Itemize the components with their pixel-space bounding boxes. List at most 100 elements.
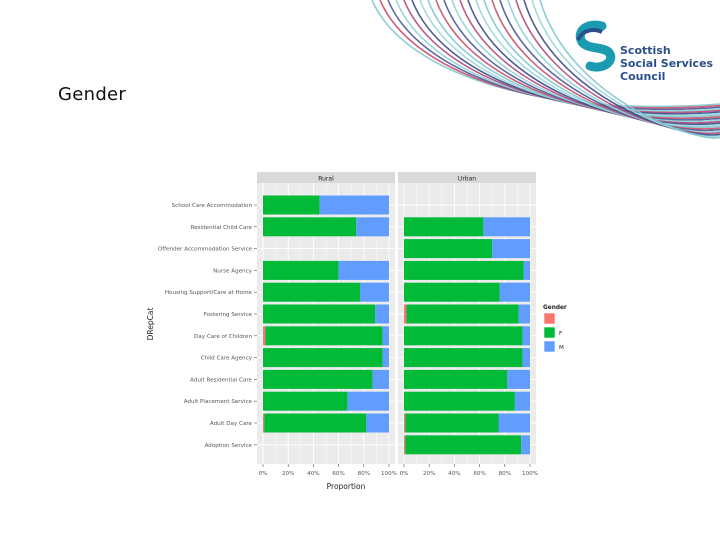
panel-strip-label: Rural bbox=[318, 176, 334, 183]
bar-segment bbox=[382, 348, 389, 368]
x-tick-label: 20% bbox=[423, 471, 435, 477]
swoosh-line bbox=[427, 0, 720, 118]
swoosh-line bbox=[539, 0, 720, 139]
x-tick-label: 40% bbox=[307, 471, 319, 477]
bar-segment bbox=[523, 260, 530, 280]
bar-segment bbox=[360, 282, 389, 302]
bar-segment bbox=[514, 391, 530, 411]
swoosh-line bbox=[371, 0, 720, 108]
swoosh-line bbox=[491, 0, 720, 130]
logo-text-line3: Council bbox=[620, 70, 666, 83]
x-tick-label: 80% bbox=[358, 471, 370, 477]
bar-segment bbox=[404, 369, 508, 389]
y-category-label: Fostering Service bbox=[204, 312, 253, 318]
bar-segment bbox=[405, 435, 522, 455]
bar-segment bbox=[404, 260, 524, 280]
swoosh-line bbox=[443, 0, 720, 121]
bar-segment bbox=[404, 304, 407, 324]
bar-segment bbox=[263, 304, 376, 324]
logo-text-line2: Social Services bbox=[620, 57, 714, 70]
y-axis-title: DRepCat bbox=[146, 308, 155, 341]
bar-segment bbox=[263, 348, 383, 368]
legend-label: F bbox=[559, 331, 562, 337]
bar-segment bbox=[498, 413, 530, 433]
bar-segment bbox=[265, 326, 383, 346]
y-category-label: Adult Residential Care bbox=[190, 377, 252, 383]
swoosh-line bbox=[435, 0, 720, 120]
swoosh-line bbox=[395, 0, 720, 112]
x-tick-label: 80% bbox=[499, 471, 511, 477]
swoosh-line bbox=[483, 0, 720, 129]
bar-segment bbox=[404, 326, 523, 346]
bar-segment bbox=[404, 282, 500, 302]
swoosh-line bbox=[507, 0, 720, 133]
bar-segment bbox=[518, 304, 530, 324]
bar-segment bbox=[404, 217, 484, 237]
swoosh-line bbox=[419, 0, 720, 117]
x-tick-label: 0% bbox=[400, 471, 409, 477]
legend-key bbox=[543, 326, 556, 339]
y-category-label: Housing Support/Care at Home bbox=[165, 290, 253, 296]
panel-strip bbox=[398, 172, 536, 183]
y-category-label: School Care Accommodation bbox=[172, 203, 253, 209]
swoosh-line bbox=[523, 0, 720, 136]
bar-segment bbox=[404, 239, 493, 259]
bar-segment bbox=[406, 304, 519, 324]
bar-segment bbox=[264, 413, 367, 433]
sssc-logo-icon bbox=[575, 20, 616, 72]
swoosh-line bbox=[459, 0, 720, 124]
swoosh-line bbox=[499, 0, 720, 132]
x-axis-title: Proportion bbox=[327, 482, 366, 491]
legend-key bbox=[543, 312, 556, 325]
bar-segment bbox=[263, 391, 348, 411]
bar-segment bbox=[356, 217, 389, 237]
swoosh-line bbox=[379, 0, 720, 109]
bar-segment bbox=[319, 195, 389, 215]
bar-segment bbox=[372, 369, 389, 389]
x-tick-label: 0% bbox=[259, 471, 268, 477]
panel-strip bbox=[257, 172, 395, 183]
bar-segment bbox=[263, 195, 320, 215]
bar-segment bbox=[263, 217, 357, 237]
decorative-swoosh-lines bbox=[371, 0, 720, 139]
logo-text-line1: Scottish bbox=[620, 44, 671, 57]
swoosh-line bbox=[515, 0, 720, 135]
bar-segment bbox=[375, 304, 389, 324]
swoosh-line bbox=[411, 0, 720, 115]
bar-segment bbox=[263, 282, 361, 302]
swoosh-line bbox=[467, 0, 720, 126]
legend-key bbox=[543, 340, 556, 353]
legend-label: M bbox=[559, 345, 564, 351]
panel-strip-label: Urban bbox=[458, 176, 476, 183]
bar-segment bbox=[404, 435, 406, 455]
y-category-label: Child Care Agency bbox=[201, 356, 253, 362]
bar-segment bbox=[507, 369, 530, 389]
y-category-label: Residential Child Care bbox=[191, 225, 253, 231]
bar-segment bbox=[499, 282, 530, 302]
x-tick-label: 100% bbox=[522, 471, 538, 477]
bar-segment bbox=[522, 348, 530, 368]
legend-title: Gender bbox=[543, 305, 567, 311]
y-category-label: Day Care of Children bbox=[194, 334, 252, 340]
bar-segment bbox=[404, 413, 406, 433]
bar-segment bbox=[263, 326, 266, 346]
bar-segment bbox=[522, 326, 530, 346]
x-tick-label: 60% bbox=[332, 471, 344, 477]
bar-segment bbox=[405, 413, 499, 433]
x-tick-label: 40% bbox=[448, 471, 460, 477]
y-category-label: Adult Placement Service bbox=[184, 399, 253, 405]
x-tick-label: 20% bbox=[282, 471, 294, 477]
swoosh-line bbox=[403, 0, 720, 114]
swoosh-line bbox=[451, 0, 720, 123]
bar-segment bbox=[338, 260, 389, 280]
swoosh-line bbox=[387, 0, 720, 111]
y-category-label: Offender Accommodation Service bbox=[158, 247, 253, 253]
x-tick-label: 100% bbox=[381, 471, 397, 477]
bar-segment bbox=[263, 413, 265, 433]
bar-segment bbox=[382, 326, 389, 346]
bar-segment bbox=[404, 391, 515, 411]
slide-title: Gender bbox=[58, 84, 127, 105]
x-tick-label: 60% bbox=[473, 471, 485, 477]
bar-segment bbox=[483, 217, 530, 237]
